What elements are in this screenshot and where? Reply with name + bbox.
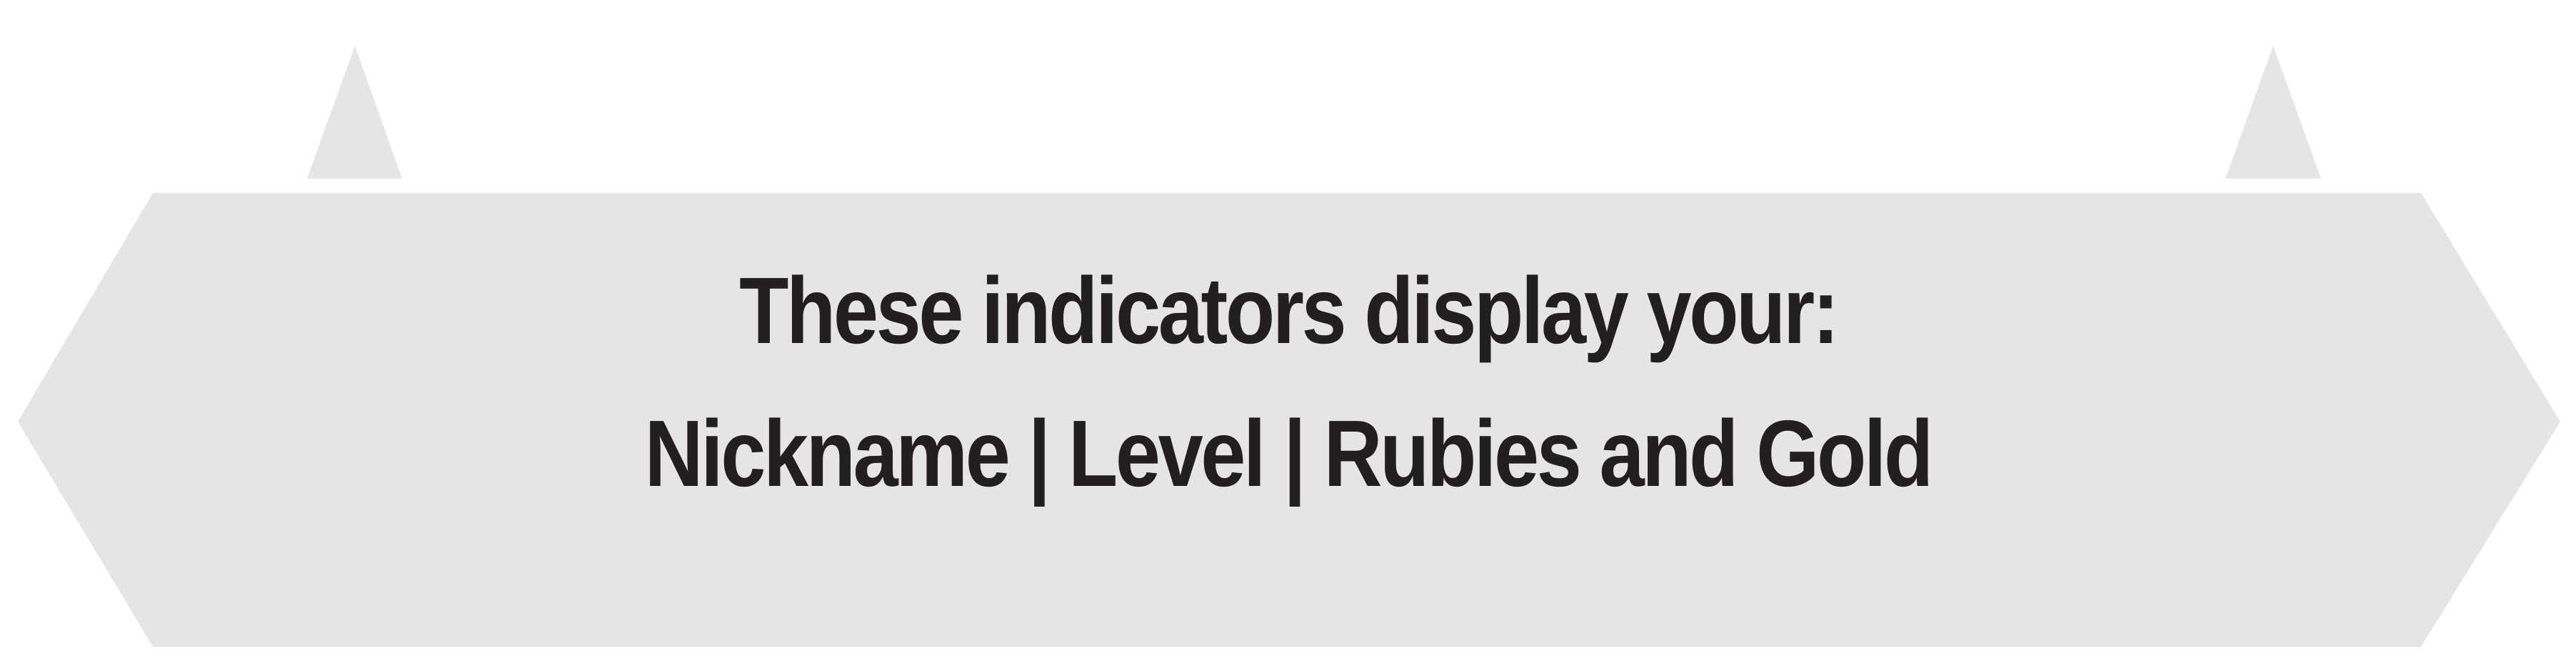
banner-indicators-list: Nickname | Level | Rubies and Gold: [644, 401, 1934, 506]
banner-text: These indicators display your: Nickname …: [150, 193, 2426, 572]
banner-heading: These indicators display your:: [739, 258, 1839, 363]
left-pointer-triangle-icon: [307, 46, 402, 179]
right-pointer-triangle-icon: [2225, 46, 2321, 179]
banner-shape: [18, 193, 2560, 647]
